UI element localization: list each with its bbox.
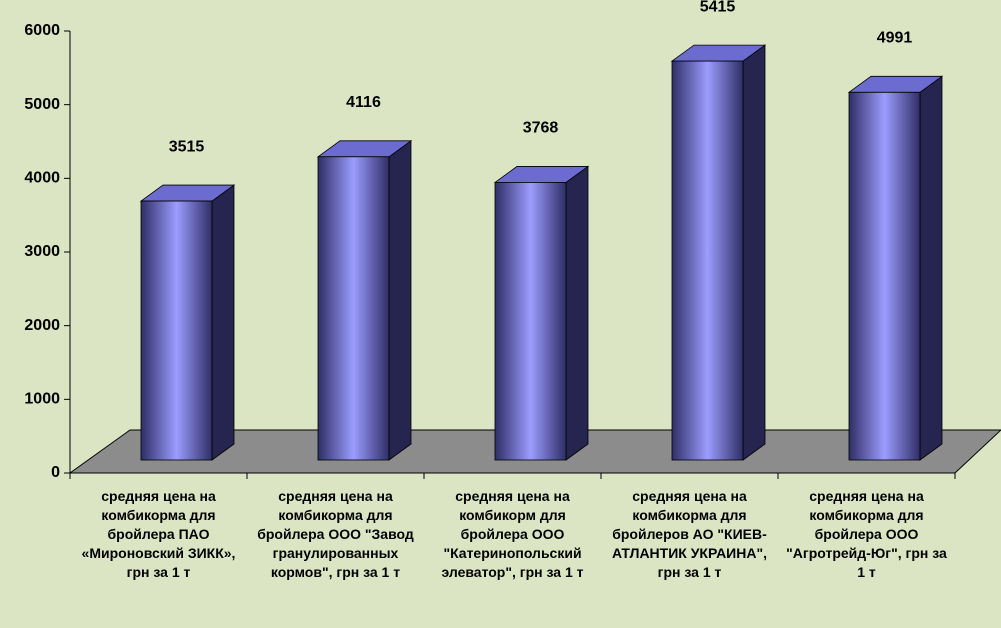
value-label: 3768 <box>523 120 559 137</box>
bar-side <box>565 165 589 461</box>
x-tick-label: средняя цена на комбикорма для бройлера … <box>81 488 236 580</box>
value-label: 4991 <box>877 30 913 47</box>
y-tick-label: 6000 <box>24 22 60 39</box>
bar-side <box>211 184 235 461</box>
y-tick-label: 2000 <box>24 317 60 334</box>
y-tick-label: 4000 <box>24 170 60 187</box>
x-tick-label: средняя цена на комбикорма для бройлера … <box>257 488 414 580</box>
bar <box>671 60 744 461</box>
bar-side <box>388 140 412 461</box>
x-tick-label: средняя цена на комбикорма для бройлера … <box>786 488 947 580</box>
value-label: 3515 <box>169 138 205 155</box>
bar <box>848 91 921 461</box>
bar-side <box>742 44 766 461</box>
y-tick-label: 3000 <box>24 243 60 260</box>
value-label: 5415 <box>700 0 736 15</box>
bar-side <box>919 75 943 461</box>
y-tick-label: 0 <box>51 464 60 481</box>
bar <box>140 200 213 461</box>
y-tick-label: 1000 <box>24 391 60 408</box>
x-tick-label: средняя цена на комбикорма для бройлеров… <box>612 488 767 580</box>
x-tick-label: средняя цена на комбикорм для бройлера О… <box>441 488 584 580</box>
y-tick-label: 5000 <box>24 96 60 113</box>
bar <box>317 156 390 461</box>
bar <box>494 182 567 461</box>
value-label: 4116 <box>346 94 381 111</box>
